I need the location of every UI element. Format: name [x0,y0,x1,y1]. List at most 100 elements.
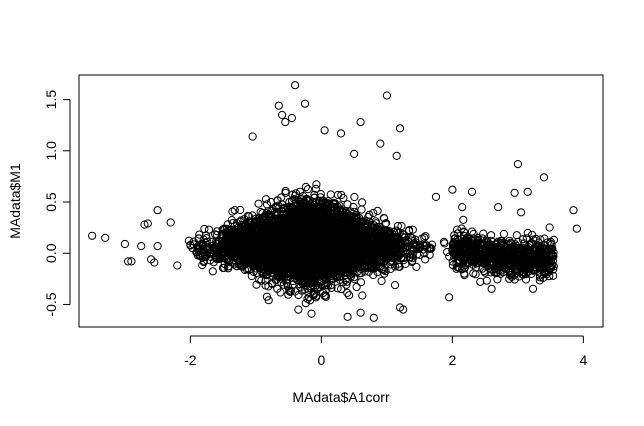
data-point [440,239,449,248]
data-point [300,285,309,294]
data-point [245,248,254,257]
data-point [380,214,389,223]
data-point [301,182,310,192]
data-point [256,207,265,217]
data-point [252,280,261,289]
data-point [426,244,435,253]
data-point [389,245,399,255]
data-point [362,235,371,244]
points-layer [88,81,581,322]
data-point [391,233,400,242]
data-point [320,291,329,300]
data-point [274,254,283,263]
data-point [318,206,327,215]
data-point [320,281,329,290]
data-point [358,291,367,300]
data-point [401,259,410,268]
data-point [357,205,366,214]
data-point [278,207,287,216]
data-point [244,212,253,221]
data-point [258,230,267,239]
data-point [371,217,380,226]
data-point [333,284,342,293]
data-point [359,229,369,238]
data-point [343,288,352,297]
data-point [285,286,294,295]
data-point [405,226,414,235]
data-point [232,262,241,271]
data-point [326,190,335,199]
data-point [359,252,368,261]
data-point [412,262,421,271]
data-point [399,253,408,263]
data-point [369,221,378,230]
data-point [311,293,321,302]
data-point [379,232,388,241]
data-point [316,190,325,199]
data-point [380,269,389,278]
data-point [374,257,383,266]
data-point [303,294,312,303]
data-point [312,180,321,189]
data-point [365,228,375,237]
data-point [292,271,301,280]
data-point [264,296,273,305]
data-point [379,252,388,261]
data-point [225,231,234,240]
data-point [325,269,334,278]
data-point [388,253,397,262]
data-point [310,190,319,199]
data-point [198,253,207,262]
data-point [403,243,413,252]
data-point [397,254,406,263]
data-point [358,198,367,207]
data-point [184,236,193,245]
data-point [223,235,233,244]
data-point [369,270,378,280]
data-point [384,229,393,238]
data-point [281,186,290,196]
data-point [358,241,367,250]
data-point [236,205,245,215]
data-point [267,221,276,230]
data-point [311,184,320,193]
data-point [230,260,239,269]
data-point [267,279,276,288]
data-point [391,262,400,271]
data-point [322,285,331,294]
data-point [408,225,417,234]
data-point [254,199,263,208]
data-point [309,289,318,298]
data-point [264,218,273,228]
data-point [364,221,373,230]
data-point [421,232,430,241]
data-point [195,230,204,239]
data-point [382,219,391,228]
data-point [291,191,300,200]
data-point [337,285,346,294]
data-point [323,281,333,290]
data-point [310,193,319,202]
data-point [269,222,278,231]
data-point [308,204,317,213]
data-point [283,203,292,212]
data-point [281,188,290,197]
data-point [350,192,359,202]
data-point [390,239,399,248]
data-point [228,207,237,216]
data-point [273,196,282,205]
data-point [306,200,315,209]
data-point [303,185,312,194]
data-point [408,234,417,243]
data-point [318,276,327,285]
data-point [390,281,400,290]
data-point [365,259,375,268]
data-point [300,198,309,207]
data-point [381,219,390,228]
data-point [273,284,282,293]
data-point [356,278,366,287]
data-point [204,225,214,234]
data-point [280,220,289,229]
data-point [327,280,336,290]
